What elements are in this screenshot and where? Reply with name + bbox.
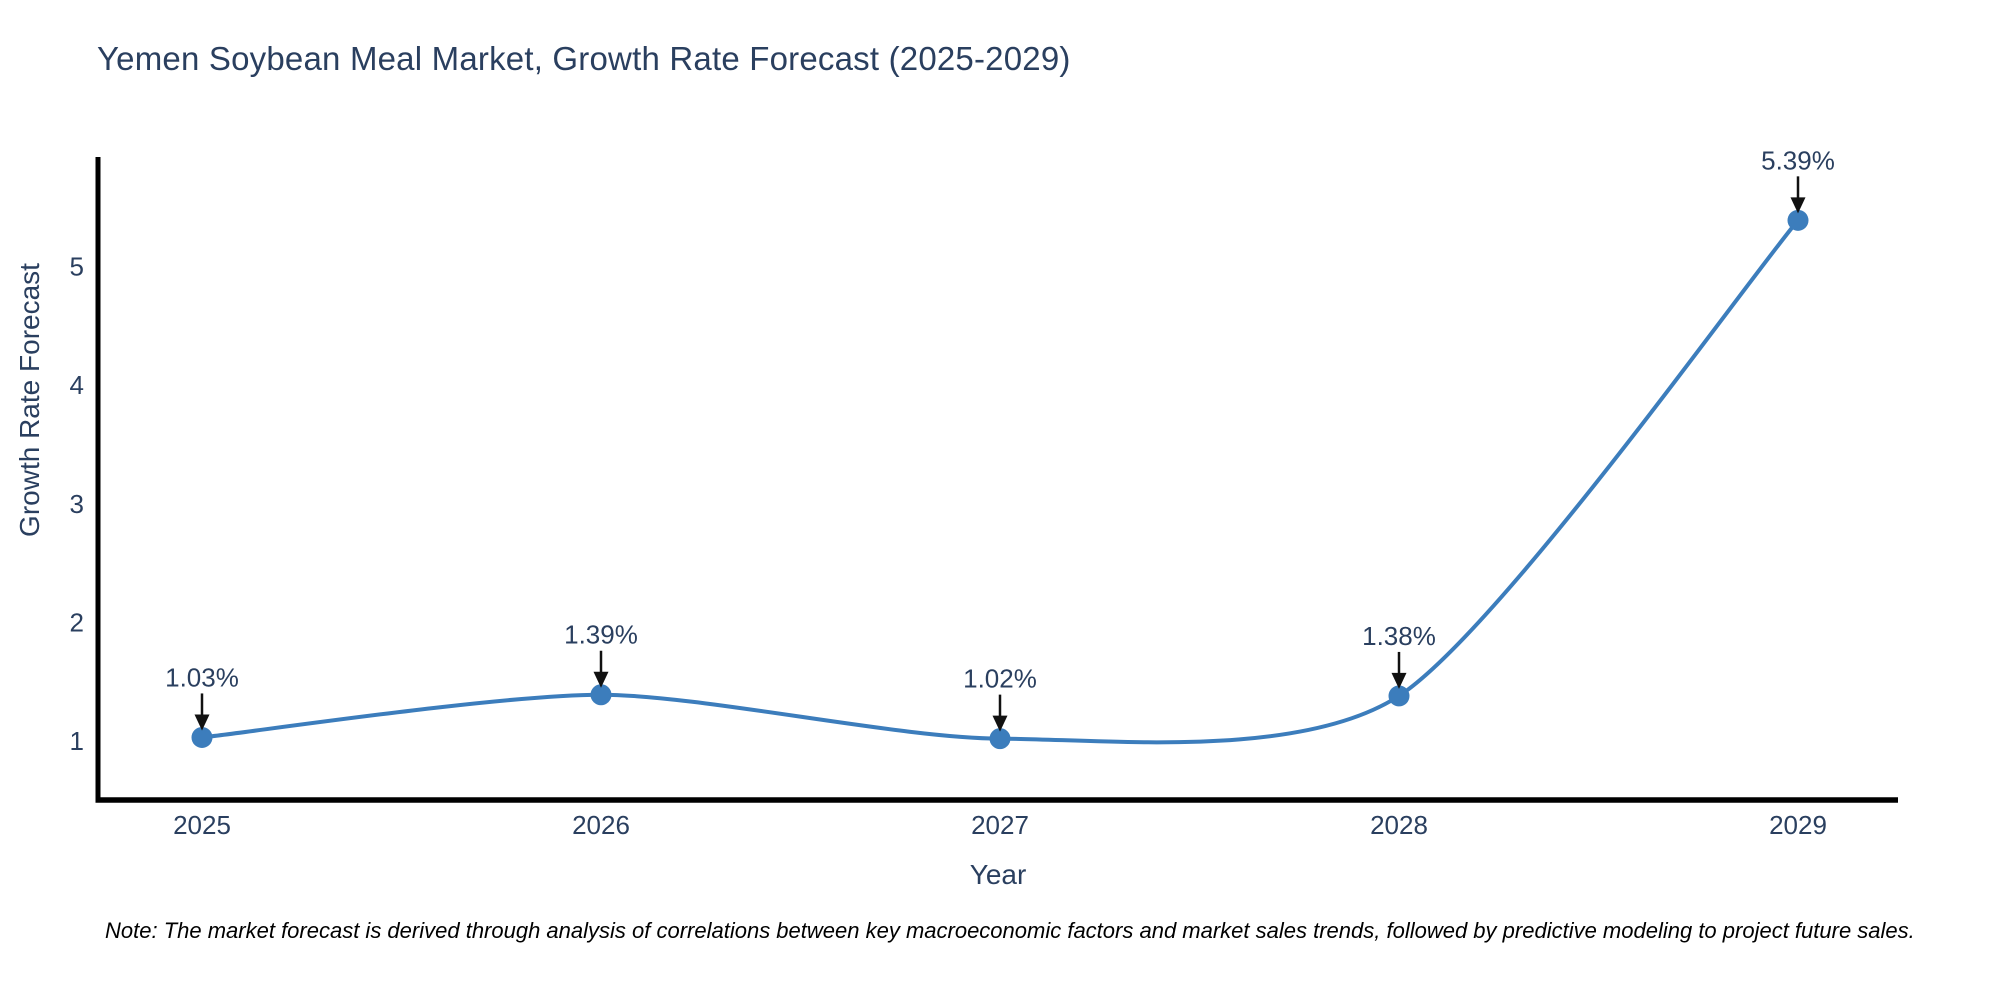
annotation-label: 1.39% (564, 620, 638, 650)
y-tick-label: 4 (70, 370, 84, 400)
data-point-marker (191, 726, 213, 748)
y-tick-label: 5 (70, 252, 84, 282)
chart-footnote: Note: The market forecast is derived thr… (105, 918, 1915, 943)
chart-title: Yemen Soybean Meal Market, Growth Rate F… (97, 40, 1071, 77)
x-tick-label: 2026 (572, 810, 630, 840)
annotation-arrowhead-icon (1391, 672, 1407, 689)
annotation-arrowhead-icon (1790, 197, 1806, 214)
x-tick-label: 2025 (173, 810, 231, 840)
data-point-marker (1787, 209, 1809, 231)
annotation-arrowhead-icon (194, 714, 210, 731)
y-tick-label: 3 (70, 489, 84, 519)
data-point-marker (989, 728, 1011, 750)
annotation-label: 5.39% (1761, 145, 1835, 175)
annotation-label: 1.38% (1362, 621, 1436, 651)
x-tick-label: 2029 (1769, 810, 1827, 840)
x-tick-label: 2028 (1370, 810, 1428, 840)
annotation-arrowhead-icon (593, 671, 609, 688)
data-point-marker (1388, 685, 1410, 707)
annotation-arrowhead-icon (992, 715, 1008, 732)
annotation-label: 1.03% (165, 662, 239, 692)
y-tick-label: 1 (70, 726, 84, 756)
y-tick-label: 2 (70, 607, 84, 637)
chart-line (200, 218, 1800, 745)
x-axis-title: Year (969, 859, 1027, 890)
annotation-label: 1.02% (963, 664, 1037, 694)
data-point-marker (590, 684, 612, 706)
x-tick-label: 2027 (971, 810, 1029, 840)
